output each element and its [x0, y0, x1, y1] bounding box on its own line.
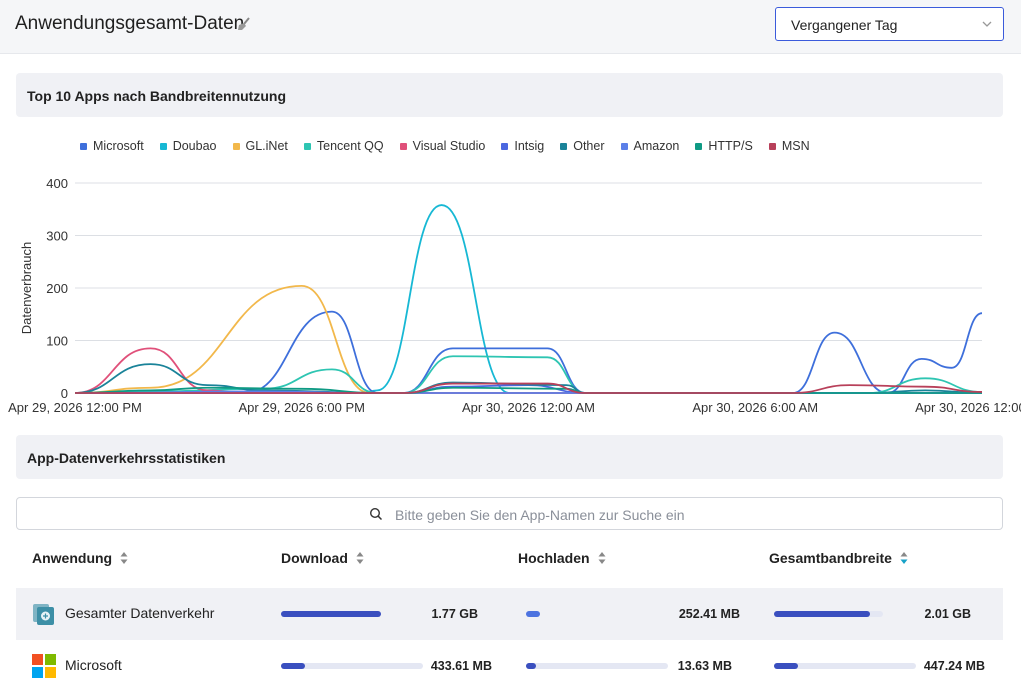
column-header-upload[interactable]: Hochladen: [518, 550, 606, 566]
app-search-input[interactable]: Bitte geben Sie den App-Namen zur Suche …: [16, 497, 1003, 530]
column-header-app-label: Anwendung: [32, 550, 113, 566]
microsoft-logo-icon: [32, 654, 56, 678]
legend-swatch: [232, 142, 240, 150]
legend-swatch: [620, 142, 628, 150]
chevron-down-icon: [982, 21, 992, 27]
y-tick-label: 100: [46, 334, 68, 349]
app-name: Microsoft: [65, 657, 122, 673]
legend-item[interactable]: Visual Studio: [399, 138, 486, 154]
total-bar: [774, 663, 916, 669]
page-header: Anwendungsgesamt-Daten Vergangener Tag: [0, 0, 1021, 54]
legend-item[interactable]: Intsig: [501, 138, 544, 154]
upload-value: 13.63 MB: [677, 659, 732, 673]
top-apps-title: Top 10 Apps nach Bandbreitennutzung: [27, 88, 286, 104]
legend-item[interactable]: Doubao: [159, 138, 217, 154]
x-tick-label: Apr 29, 2026 6:00 PM: [239, 400, 365, 415]
upload-bar: [526, 663, 668, 669]
total-bar: [774, 611, 883, 617]
series-line-doubao[interactable]: [75, 204, 982, 394]
series-line-msn[interactable]: [75, 382, 983, 394]
legend-item[interactable]: Tencent QQ: [303, 138, 384, 154]
search-icon: [369, 507, 383, 521]
y-tick-label: 400: [46, 176, 68, 191]
page-title: Anwendungsgesamt-Daten: [15, 13, 245, 34]
table-header: Anwendung Download Hochladen Gesamtbandb…: [16, 540, 1003, 580]
chart-legend: Microsoft Doubao GL.iNet Tencent QQ Visual S…: [80, 138, 810, 154]
legend-swatch: [159, 142, 167, 150]
download-bar: [281, 611, 381, 617]
legend-label: GL.iNet: [245, 139, 288, 153]
sort-icon: [120, 552, 128, 564]
legend-label: HTTP/S: [708, 139, 753, 153]
legend-swatch: [768, 142, 776, 150]
total-bar-fill: [774, 611, 870, 617]
upload-bar-fill: [526, 611, 541, 617]
download-bar-fill: [281, 663, 306, 669]
legend-item[interactable]: Other: [560, 138, 605, 154]
y-tick-label: 200: [46, 281, 68, 296]
upload-value: 252.41 MB: [678, 607, 740, 621]
legend-label: Intsig: [514, 139, 545, 153]
x-tick-label: Apr 30, 2026 6:00 AM: [692, 400, 818, 415]
download-bar-fill: [281, 611, 381, 617]
legend-item[interactable]: Microsoft: [80, 138, 144, 154]
column-header-download-label: Download: [281, 550, 348, 566]
table-row[interactable]: Microsoft 433.61 MB 13.63 MB 447.24 MB: [16, 640, 1003, 680]
time-range-value: Vergangener Tag: [791, 17, 898, 33]
legend-swatch: [560, 142, 568, 150]
download-value: 433.61 MB: [430, 659, 492, 673]
total-value: 2.01 GB: [924, 607, 971, 621]
top-apps-section-header: Top 10 Apps nach Bandbreitennutzung: [16, 73, 1003, 117]
column-header-download[interactable]: Download: [281, 550, 364, 566]
series-line-microsoft[interactable]: [75, 310, 983, 394]
legend-item[interactable]: Amazon: [620, 138, 680, 154]
total-traffic-icon: [33, 604, 54, 625]
y-tick-label: 0: [61, 386, 68, 401]
y-axis-label: Datenverbrauch: [19, 242, 34, 335]
y-tick-label: 300: [46, 229, 68, 244]
time-range-select[interactable]: Vergangener Tag: [775, 7, 1004, 41]
legend-item[interactable]: HTTP/S: [695, 138, 753, 154]
legend-swatch: [501, 142, 509, 150]
traffic-section-header: App-Datenverkehrsstatistiken: [16, 435, 1003, 479]
legend-swatch: [399, 142, 407, 150]
legend-label: MSN: [781, 139, 810, 153]
legend-label: Amazon: [633, 139, 680, 153]
legend-label: Doubao: [172, 139, 217, 153]
series-line-gl-inet[interactable]: [74, 284, 982, 394]
legend-label: Microsoft: [93, 139, 144, 153]
sort-active-icon: [900, 552, 908, 564]
column-header-upload-label: Hochladen: [518, 550, 590, 566]
legend-item[interactable]: MSN: [768, 138, 810, 154]
column-header-total[interactable]: Gesamtbandbreite: [769, 550, 908, 566]
table-row[interactable]: Gesamter Datenverkehr 1.77 GB 252.41 MB …: [16, 588, 1003, 640]
upload-bar: [526, 611, 668, 617]
legend-swatch: [303, 142, 311, 150]
total-bar-fill: [774, 663, 799, 669]
x-tick-label: Apr 30, 2026 12:00 PM: [915, 400, 1021, 415]
x-tick-label: Apr 29, 2026 12:00 PM: [8, 400, 142, 415]
sort-icon: [356, 552, 364, 564]
total-value: 447.24 MB: [923, 659, 985, 673]
legend-swatch: [80, 142, 87, 150]
sort-icon: [598, 552, 606, 564]
upload-bar-fill: [526, 663, 536, 669]
search-placeholder: Bitte geben Sie den App-Namen zur Suche …: [395, 507, 685, 523]
bandwidth-line-chart: 0 100 200 300 400 Apr 29, 2026 12:00 PM Apr 29…: [8, 176, 1021, 415]
legend-swatch: [695, 142, 703, 150]
legend-label: Visual Studio: [412, 139, 486, 153]
app-name: Gesamter Datenverkehr: [65, 605, 215, 621]
broom-icon[interactable]: [236, 16, 252, 32]
x-tick-label: Apr 30, 2026 12:00 AM: [462, 400, 595, 415]
legend-label: Other: [573, 139, 605, 153]
column-header-app[interactable]: Anwendung: [32, 550, 128, 566]
traffic-title: App-Datenverkehrsstatistiken: [27, 450, 226, 466]
download-value: 1.77 GB: [431, 607, 478, 621]
legend-item[interactable]: GL.iNet: [232, 138, 288, 154]
download-bar: [281, 663, 423, 669]
column-header-total-label: Gesamtbandbreite: [769, 550, 892, 566]
legend-label: Tencent QQ: [316, 139, 384, 153]
